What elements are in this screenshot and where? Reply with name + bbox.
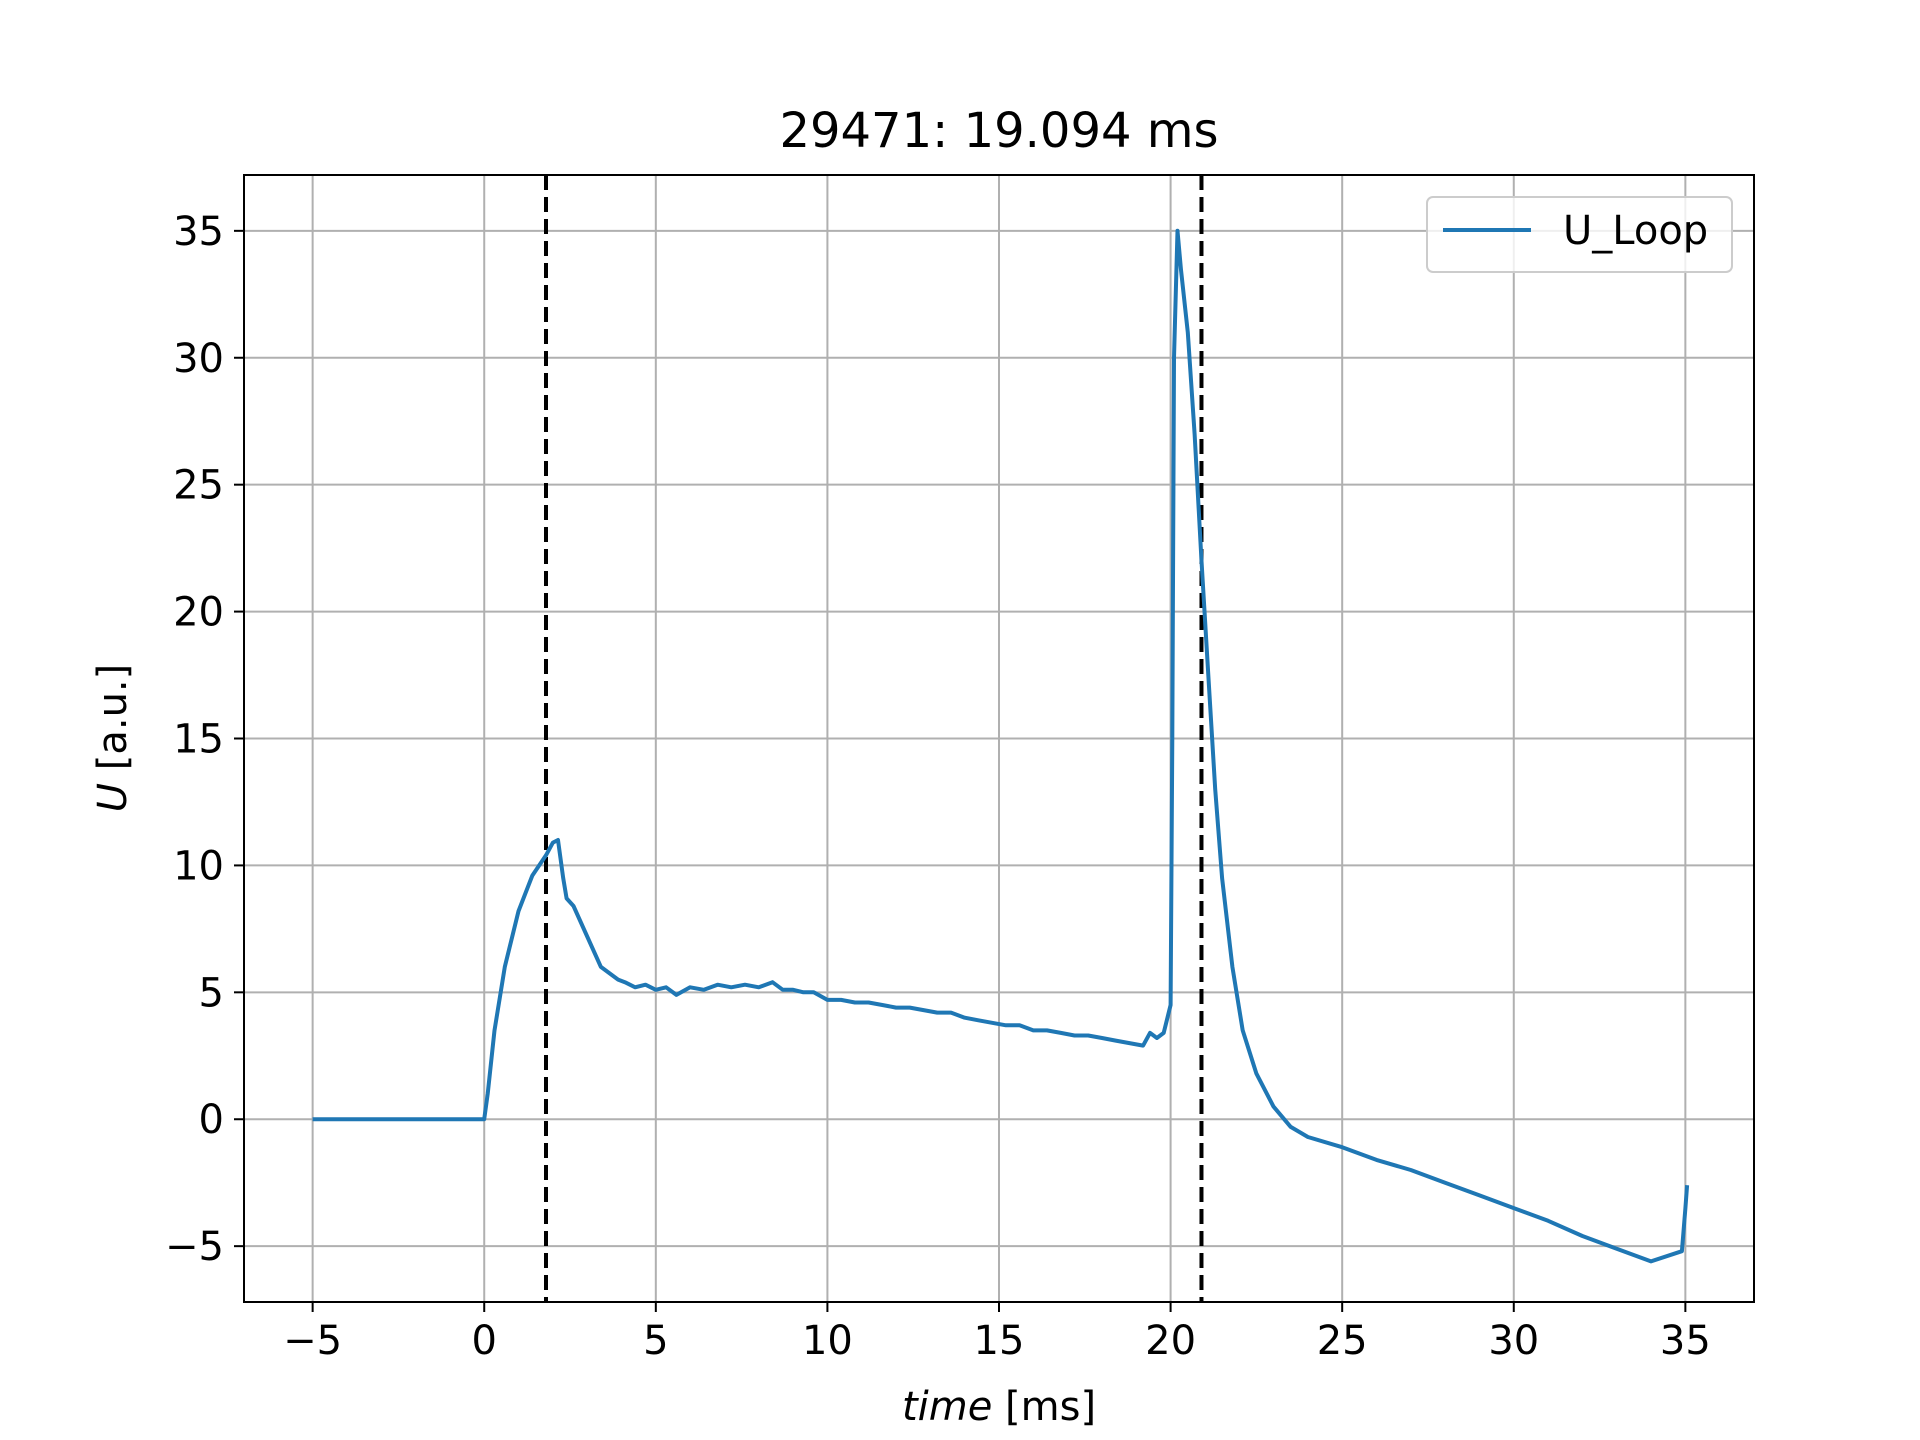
x-tick-label: −5 bbox=[283, 1318, 342, 1364]
x-tick-label: 35 bbox=[1660, 1318, 1711, 1364]
x-tick-label: 10 bbox=[802, 1318, 853, 1364]
x-axis-label-unit: [ms] bbox=[992, 1384, 1096, 1430]
y-tick-label: −5 bbox=[165, 1224, 224, 1270]
y-axis-label-unit: [a.u.] bbox=[90, 664, 136, 783]
x-tick-label: 0 bbox=[472, 1318, 497, 1364]
y-axis-label-variable: U bbox=[90, 783, 136, 812]
y-tick-label: 35 bbox=[173, 209, 224, 255]
x-tick-label: 20 bbox=[1145, 1318, 1196, 1364]
x-axis-label: time [ms] bbox=[902, 1384, 1096, 1430]
x-axis-label-variable: time bbox=[902, 1384, 992, 1430]
y-tick-label: 5 bbox=[199, 970, 224, 1016]
y-tick-label: 30 bbox=[173, 336, 224, 382]
grid bbox=[244, 175, 1754, 1302]
y-tick-label: 0 bbox=[199, 1097, 224, 1143]
x-tick-label: 15 bbox=[974, 1318, 1025, 1364]
x-tick-label: 5 bbox=[643, 1318, 668, 1364]
y-tick-label: 20 bbox=[173, 590, 224, 636]
legend-box bbox=[1426, 196, 1733, 273]
y-tick-label: 25 bbox=[173, 463, 224, 509]
x-axis-ticks: −5 0 5 10 15 20 25 30 35 bbox=[283, 1302, 1711, 1364]
series-line-u-loop bbox=[312, 228, 1690, 1264]
y-axis-label: U [a.u.] bbox=[90, 664, 136, 813]
x-tick-label: 25 bbox=[1317, 1318, 1368, 1364]
chart-title: 29471: 19.094 ms bbox=[779, 103, 1218, 159]
vertical-marker-lines bbox=[544, 175, 1204, 1302]
legend: U_Loop bbox=[1426, 196, 1733, 273]
x-tick-label: 30 bbox=[1488, 1318, 1539, 1364]
y-tick-label: 10 bbox=[173, 843, 224, 889]
y-tick-label: 15 bbox=[173, 717, 224, 763]
y-axis-ticks: −5 0 5 10 15 20 25 30 35 bbox=[165, 209, 244, 1270]
legend-label-u-loop: U_Loop bbox=[1563, 208, 1708, 254]
